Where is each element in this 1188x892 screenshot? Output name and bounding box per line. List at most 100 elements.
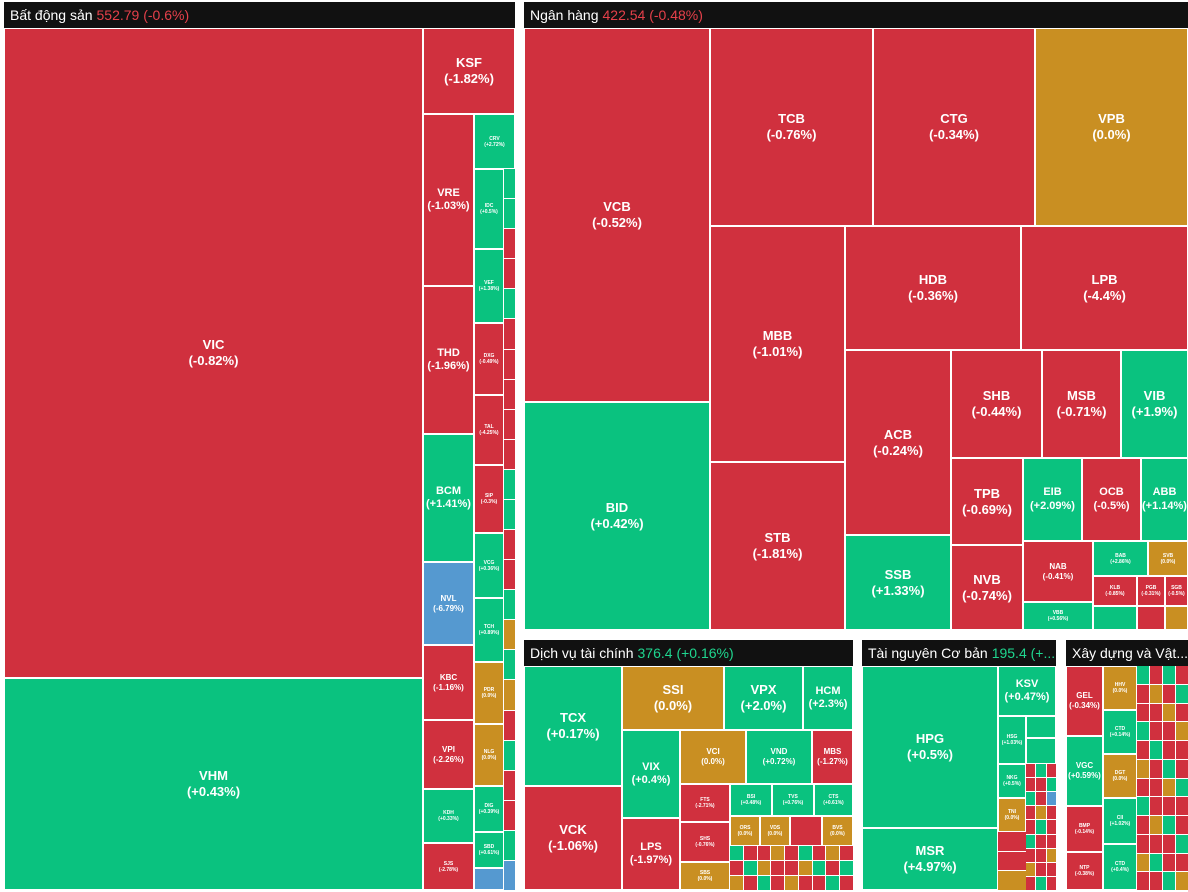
stock-tile-nlg[interactable]: NLG (0.0%) — [474, 724, 504, 786]
mini-tile[interactable] — [798, 861, 812, 875]
stock-tile-kdh[interactable]: KDH (+0.33%) — [423, 789, 474, 843]
mini-tile[interactable] — [1046, 848, 1056, 862]
stock-tile-vib[interactable]: VIB (+1.9%) — [1121, 350, 1188, 458]
stock-tile-small[interactable] — [1026, 738, 1056, 764]
mini-tile[interactable] — [504, 590, 515, 620]
mini-tile[interactable] — [1163, 816, 1175, 834]
mini-tile[interactable] — [1163, 872, 1175, 890]
mini-tile[interactable] — [1176, 853, 1188, 872]
mini-tile[interactable] — [812, 876, 826, 890]
stock-tile-sbs[interactable]: SBS (0.0%) — [680, 862, 730, 890]
mini-tile[interactable] — [1137, 872, 1149, 890]
stock-tile-crv[interactable]: CRV (+2.72%) — [474, 114, 515, 169]
mini-tile[interactable] — [1046, 778, 1056, 792]
stock-tile-bab[interactable]: BAB (+2.86%) — [1093, 541, 1148, 576]
stock-tile-vnd[interactable]: VND (+0.72%) — [746, 730, 812, 784]
mini-tile[interactable] — [1036, 862, 1046, 876]
stock-tile-small[interactable] — [1165, 606, 1188, 630]
stock-tile-vci[interactable]: VCI (0.0%) — [680, 730, 746, 784]
stock-tile-hcm[interactable]: HCM (+2.3%) — [803, 666, 853, 730]
stock-tile-hsg[interactable]: HSG (+1.03%) — [998, 716, 1026, 764]
mini-tile[interactable] — [826, 846, 840, 860]
mini-tile[interactable] — [840, 861, 853, 875]
stock-tile-ctg[interactable]: CTG (-0.34%) — [873, 28, 1035, 226]
mini-tile[interactable] — [1137, 816, 1149, 834]
stock-tile-nab[interactable]: NAB (-0.41%) — [1023, 541, 1093, 602]
mini-tile[interactable] — [504, 860, 515, 890]
stock-tile-dig[interactable]: DIG (+0.39%) — [474, 786, 504, 832]
mini-tile[interactable] — [998, 871, 1026, 890]
stock-tile-klb[interactable]: KLB (-0.85%) — [1093, 576, 1137, 606]
mini-tile[interactable] — [1026, 820, 1036, 834]
mini-tile[interactable] — [1150, 741, 1162, 759]
mini-tile[interactable] — [1163, 834, 1175, 853]
mini-tile[interactable] — [504, 710, 515, 740]
mini-tile[interactable] — [504, 259, 515, 289]
mini-tile[interactable] — [1176, 666, 1188, 684]
mini-tile[interactable] — [504, 620, 515, 650]
stock-tile-abb[interactable]: ABB (+1.14%) — [1141, 458, 1188, 541]
mini-tile[interactable] — [1150, 834, 1162, 853]
mini-tile[interactable] — [757, 876, 771, 890]
mini-tile[interactable] — [771, 876, 785, 890]
mini-tile[interactable] — [1036, 778, 1046, 792]
stock-tile-ssi[interactable]: SSI (0.0%) — [622, 666, 724, 730]
stock-tile-sgb[interactable]: SGB (-0.5%) — [1165, 576, 1188, 606]
mini-tile[interactable] — [1137, 703, 1149, 722]
stock-tile-vpi[interactable]: VPI (-2.26%) — [423, 720, 474, 789]
stock-tile-sjs[interactable]: SJS (-2.78%) — [423, 843, 474, 890]
mini-tile[interactable] — [798, 846, 812, 860]
mini-tile[interactable] — [1137, 853, 1149, 872]
mini-tile[interactable] — [1150, 684, 1162, 703]
mini-tile[interactable] — [1150, 872, 1162, 890]
mini-tile[interactable] — [1163, 684, 1175, 703]
mini-tile[interactable] — [1150, 722, 1162, 740]
sector-header-banking[interactable]: Ngân hàng 422.54 (-0.48%) — [524, 2, 1188, 28]
stock-tile-stb[interactable]: STB (-1.81%) — [710, 462, 845, 630]
stock-tile-idc[interactable]: IDC (+0.5%) — [474, 169, 504, 249]
stock-tile-tpb[interactable]: TPB (-0.69%) — [951, 458, 1023, 545]
stock-tile-tch[interactable]: TCH (+0.89%) — [474, 598, 504, 662]
stock-tile-tcb[interactable]: TCB (-0.76%) — [710, 28, 873, 226]
stock-tile-vef[interactable]: VEF (+1.38%) — [474, 249, 504, 323]
stock-tile-hpg[interactable]: HPG (+0.5%) — [862, 666, 998, 828]
mini-tile[interactable] — [1150, 797, 1162, 815]
mini-tile[interactable] — [1163, 666, 1175, 684]
mini-tile[interactable] — [1163, 797, 1175, 815]
mini-tile[interactable] — [840, 846, 853, 860]
stock-tile-vpb[interactable]: VPB (0.0%) — [1035, 28, 1188, 226]
stock-tile-bsi[interactable]: BSI (+0.48%) — [730, 784, 772, 816]
stock-tile-vix[interactable]: VIX (+0.4%) — [622, 730, 680, 818]
mini-tile[interactable] — [504, 469, 515, 499]
sector-header-basic-resources[interactable]: Tài nguyên Cơ bản 195.4 (+... — [862, 640, 1056, 666]
mini-tile[interactable] — [1137, 684, 1149, 703]
stock-tile-ctsi[interactable]: CTS (+0.61%) — [814, 784, 853, 816]
mini-tile[interactable] — [1176, 816, 1188, 834]
mini-tile[interactable] — [504, 379, 515, 409]
mini-tile[interactable] — [1176, 741, 1188, 759]
mini-tile[interactable] — [504, 530, 515, 560]
stock-tile-vds[interactable]: VDS (0.0%) — [760, 816, 790, 846]
stock-tile-vcg[interactable]: VCG (+0.36%) — [474, 533, 504, 598]
mini-tile[interactable] — [1176, 834, 1188, 853]
mini-tile[interactable] — [998, 851, 1026, 871]
stock-tile-dgt[interactable]: DGT (0.0%) — [1103, 754, 1137, 798]
mini-tile[interactable] — [1026, 806, 1036, 820]
stock-tile-mbb[interactable]: MBB (-1.01%) — [710, 226, 845, 462]
mini-tile[interactable] — [504, 229, 515, 259]
mini-tile[interactable] — [998, 832, 1026, 851]
stock-tile-tmp[interactable]: TNI (0.0%) — [998, 798, 1026, 832]
stock-tile-thd[interactable]: THD (-1.96%) — [423, 286, 474, 434]
mini-tile[interactable] — [1036, 834, 1046, 848]
mini-tile[interactable] — [1036, 876, 1046, 890]
stock-tile-small[interactable] — [1093, 606, 1137, 630]
mini-tile[interactable] — [1137, 759, 1149, 778]
stock-tile-small[interactable] — [790, 816, 822, 846]
mini-tile[interactable] — [1150, 759, 1162, 778]
mini-tile[interactable] — [1046, 764, 1056, 778]
stock-tile-vcb[interactable]: VCB (-0.52%) — [524, 28, 710, 402]
stock-tile-svb[interactable]: SVB (0.0%) — [1148, 541, 1188, 576]
mini-tile[interactable] — [1026, 792, 1036, 806]
mini-tile[interactable] — [1176, 797, 1188, 815]
mini-tile[interactable] — [757, 861, 771, 875]
